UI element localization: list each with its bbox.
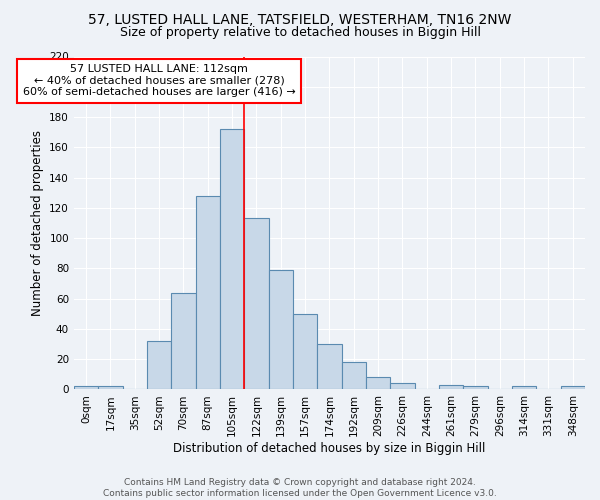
- Bar: [560, 386, 585, 390]
- Bar: [147, 341, 171, 390]
- Bar: [463, 386, 488, 390]
- Bar: [171, 292, 196, 390]
- Bar: [317, 344, 341, 390]
- Bar: [269, 270, 293, 390]
- Text: Size of property relative to detached houses in Biggin Hill: Size of property relative to detached ho…: [119, 26, 481, 39]
- Bar: [293, 314, 317, 390]
- Bar: [390, 384, 415, 390]
- X-axis label: Distribution of detached houses by size in Biggin Hill: Distribution of detached houses by size …: [173, 442, 485, 455]
- Bar: [512, 386, 536, 390]
- Bar: [220, 129, 244, 390]
- Bar: [244, 218, 269, 390]
- Bar: [98, 386, 122, 390]
- Bar: [341, 362, 366, 390]
- Text: 57, LUSTED HALL LANE, TATSFIELD, WESTERHAM, TN16 2NW: 57, LUSTED HALL LANE, TATSFIELD, WESTERH…: [88, 12, 512, 26]
- Bar: [439, 385, 463, 390]
- Bar: [366, 378, 390, 390]
- Y-axis label: Number of detached properties: Number of detached properties: [31, 130, 44, 316]
- Bar: [74, 386, 98, 390]
- Text: 57 LUSTED HALL LANE: 112sqm
← 40% of detached houses are smaller (278)
60% of se: 57 LUSTED HALL LANE: 112sqm ← 40% of det…: [23, 64, 295, 98]
- Bar: [196, 196, 220, 390]
- Text: Contains HM Land Registry data © Crown copyright and database right 2024.
Contai: Contains HM Land Registry data © Crown c…: [103, 478, 497, 498]
